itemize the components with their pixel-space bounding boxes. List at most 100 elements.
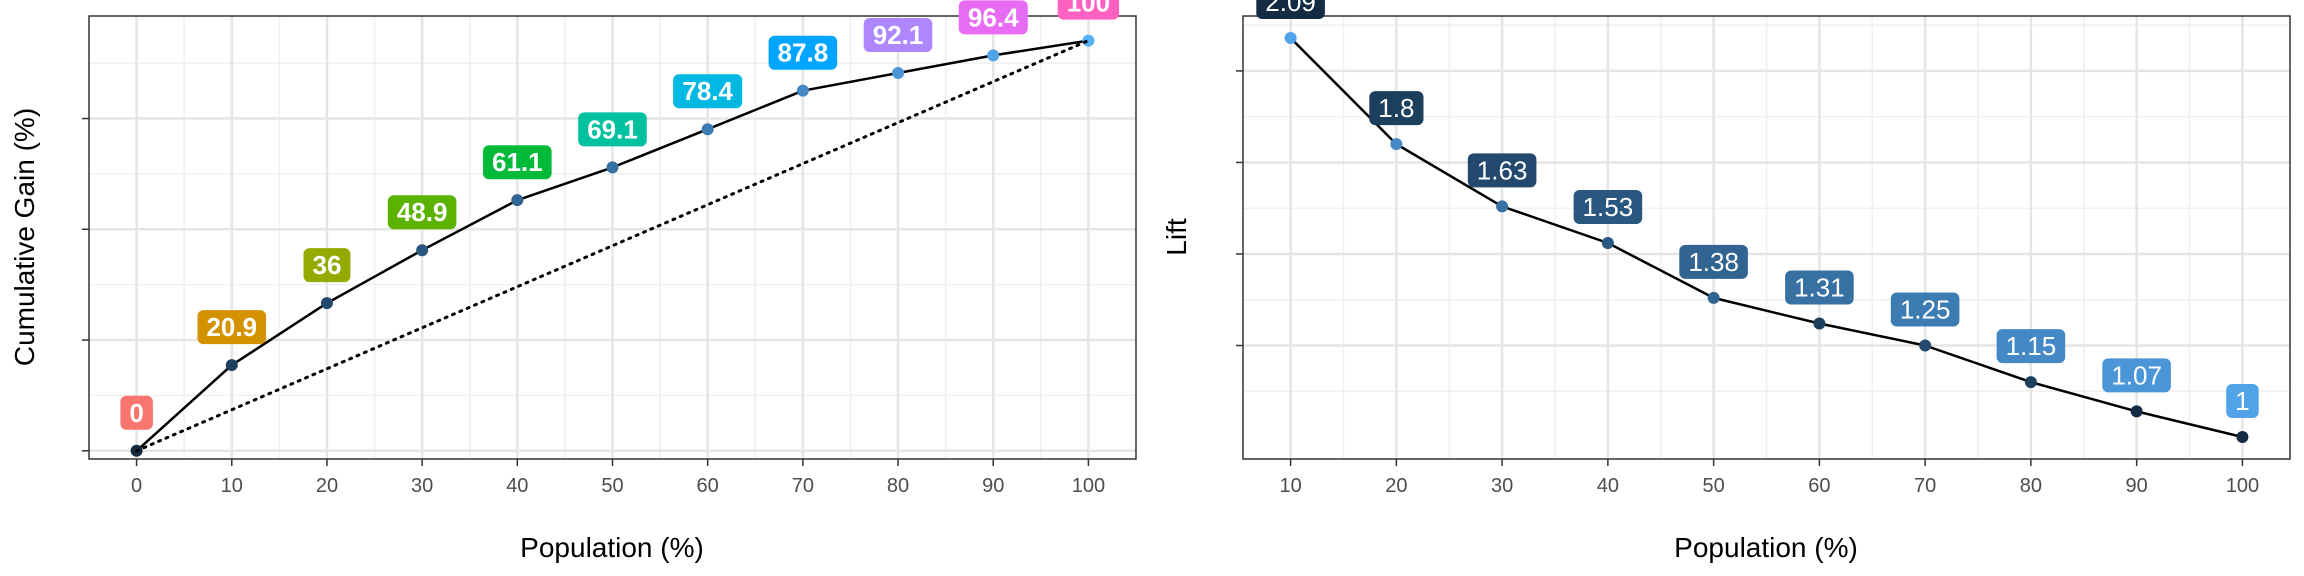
x-tick-label: 30 xyxy=(1491,475,1513,497)
data-label-box xyxy=(1890,292,1960,327)
data-point xyxy=(987,49,1000,62)
panel-border xyxy=(1242,15,2291,460)
data-point xyxy=(701,123,714,136)
data-point xyxy=(1707,291,1720,304)
x-tick-label: 40 xyxy=(1597,475,1619,497)
series-line xyxy=(1289,37,2243,439)
y-axis xyxy=(1236,70,1243,347)
data-label-text: 100 xyxy=(1067,0,1110,18)
data-label-box xyxy=(673,74,743,109)
data-point xyxy=(1813,317,1826,330)
x-axis: 10 20 30 40 50 60 70 80 90 100 xyxy=(1279,459,2259,497)
data-point xyxy=(892,67,905,80)
data-label: 1.31 xyxy=(1785,270,1854,305)
data-point xyxy=(1601,236,1614,249)
data-label-text: 1.07 xyxy=(2111,360,2162,390)
x-tick-label: 40 xyxy=(506,475,528,497)
data-label: 20.9 xyxy=(197,310,267,345)
data-label-text: 2.09 xyxy=(1265,0,1316,17)
data-label-box xyxy=(1256,0,1325,19)
y-axis-title: Lift xyxy=(1161,218,1192,256)
data-label-box xyxy=(387,195,457,230)
x-tick-label: 20 xyxy=(1385,475,1407,497)
data-label-text: 87.8 xyxy=(778,38,829,68)
data-label-box xyxy=(2226,384,2259,418)
data-label: 1.53 xyxy=(1573,190,1643,224)
data-label-box xyxy=(958,0,1028,35)
data-label: 96.4 xyxy=(958,0,1028,35)
data-label: 61.1 xyxy=(483,145,552,180)
x-tick-label: 80 xyxy=(2020,475,2042,497)
x-tick-label: 30 xyxy=(411,475,433,497)
x-axis: 0 10 20 30 40 50 60 70 80 90 100 xyxy=(131,459,1105,497)
data-label: 87.8 xyxy=(768,35,838,70)
x-tick-label: 50 xyxy=(601,475,623,497)
chart-1: 0 10 20 30 40 50 60 70 80 90 100 Population (%) Cumu… xyxy=(9,0,1137,563)
data-label-text: 1.25 xyxy=(1900,295,1951,325)
x-tick-label: 0 xyxy=(131,475,142,497)
major-gridlines xyxy=(89,16,1136,459)
data-point xyxy=(2130,405,2143,418)
data-label-text: 1 xyxy=(2235,386,2249,416)
chart-2: 10 20 30 40 50 60 70 80 90 100 Population (%) Lift 2… xyxy=(1161,0,2291,563)
data-label: 100 xyxy=(1057,0,1120,20)
data-label-text: 1.38 xyxy=(1688,247,1739,277)
data-label-box xyxy=(1785,270,1854,305)
data-label-text: 20.9 xyxy=(206,312,257,342)
data-point xyxy=(2024,376,2037,389)
data-label-box xyxy=(1369,91,1424,126)
data-label-box xyxy=(768,35,838,70)
x-tick-label: 90 xyxy=(982,475,1004,497)
data-label-box xyxy=(197,310,267,345)
data-label-text: 1.15 xyxy=(2006,331,2057,361)
data-label-text: 92.1 xyxy=(873,20,924,50)
data-label: 1 xyxy=(2226,384,2259,418)
y-axis xyxy=(82,117,89,452)
data-label-text: 78.4 xyxy=(682,76,733,106)
x-tick-label: 70 xyxy=(1914,475,1936,497)
data-label-box xyxy=(863,18,933,52)
x-axis-title: Population (%) xyxy=(520,532,704,563)
data-point xyxy=(1390,138,1403,151)
x-tick-label: 100 xyxy=(2226,475,2259,497)
data-point xyxy=(1082,34,1095,47)
data-label: 48.9 xyxy=(387,195,457,230)
data-point xyxy=(1284,31,1297,44)
data-label-text: 1.63 xyxy=(1477,155,1528,185)
y-axis-title: Cumulative Gain (%) xyxy=(9,108,40,366)
data-label: 2.09 xyxy=(1256,0,1325,19)
data-point xyxy=(225,359,238,372)
x-tick-label: 60 xyxy=(697,475,719,497)
x-tick-label: 60 xyxy=(1808,475,1830,497)
data-label-text: 48.9 xyxy=(397,197,448,227)
data-label-box xyxy=(1467,153,1537,188)
data-label: 1.8 xyxy=(1369,91,1424,126)
data-label-text: 1.53 xyxy=(1583,192,1634,222)
data-label: 1.25 xyxy=(1890,292,1960,327)
data-point xyxy=(796,84,809,97)
data-label-text: 96.4 xyxy=(968,2,1019,32)
data-point xyxy=(1496,200,1509,213)
data-label: 1.63 xyxy=(1467,153,1537,188)
x-tick-label: 70 xyxy=(792,475,814,497)
data-point xyxy=(416,244,429,257)
data-labels: 2.09 1.8 1.63 1.53 1.38 1.31 1.25 1.15 1.07 1 xyxy=(1256,0,2259,418)
data-label: 0 xyxy=(120,395,153,430)
x-tick-label: 100 xyxy=(1072,475,1105,497)
data-label: 36 xyxy=(303,248,351,283)
data-label-box xyxy=(1573,190,1643,224)
data-point xyxy=(2236,431,2249,444)
x-tick-label: 10 xyxy=(1279,475,1301,497)
data-label: 1.07 xyxy=(2102,358,2171,393)
data-label-box xyxy=(1996,329,2066,364)
data-label-text: 69.1 xyxy=(587,114,638,144)
data-point xyxy=(1919,339,1932,352)
x-tick-label: 80 xyxy=(887,475,909,497)
data-label-text: 36 xyxy=(312,250,341,280)
data-label-box xyxy=(483,145,552,180)
x-tick-label: 10 xyxy=(221,475,243,497)
data-label-box xyxy=(120,395,153,430)
data-label: 1.38 xyxy=(1679,244,1748,279)
